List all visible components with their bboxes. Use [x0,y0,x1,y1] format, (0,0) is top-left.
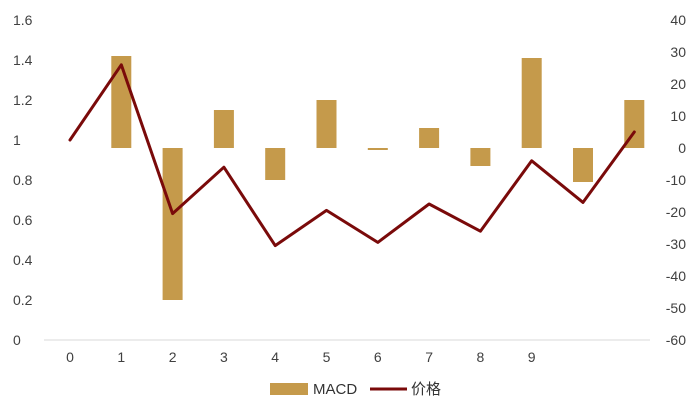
macd-bar [111,56,132,148]
macd-bar [624,100,645,148]
price-line-layer [68,63,636,248]
left-axis-tick-label: 0 [13,332,21,348]
right-axis-tick-label: -40 [666,268,686,284]
left-axis-tick-label: 0.4 [13,252,33,268]
right-axis-tick-label: 10 [670,108,686,124]
macd-bar [162,148,183,300]
macd-bar [367,148,388,150]
macd-bar [213,110,234,148]
right-axis-tick-label: -20 [666,204,686,220]
right-axis-tick-label: -30 [666,236,686,252]
legend-label-price: 价格 [411,381,441,398]
right-axis-tick-label: 0 [678,140,686,156]
macd-bars [111,56,645,300]
right-axis-tick-label: -60 [666,332,686,348]
x-axis-tick-label: 7 [425,349,433,365]
right-axis-tick-label: -50 [666,300,686,316]
macd-bar [316,100,337,148]
macd-bar [573,148,593,182]
left-axis-tick-label: 1 [13,132,21,148]
left-axis-tick-label: 0.2 [13,292,33,308]
left-axis-tick-label: 1.6 [13,12,33,28]
x-axis-tick-label: 2 [169,349,177,365]
x-axis-tick-label: 9 [528,349,536,365]
left-axis-tick-label: 0.6 [13,212,33,228]
x-axis-tick-label: 4 [271,349,279,365]
x-axis-tick-label: 1 [117,349,125,365]
macd-bar [419,128,440,148]
legend-label-macd: MACD [313,381,357,398]
right-axis-tick-label: 30 [670,44,686,60]
legend: MACD 价格 [270,381,441,398]
x-axis-tick-label: 3 [220,349,228,365]
right-axis-tick-label: 20 [670,76,686,92]
right-axis-tick-label: 40 [670,12,686,28]
x-axis-tick-label: 5 [323,349,331,365]
right-axis-ticks: -60 -50 -40 -30 -20 -10 0 10 20 30 40 [666,12,686,348]
left-axis-ticks: 0 0.2 0.4 0.6 0.8 1 1.2 1.4 1.6 [13,12,33,348]
left-axis-tick-label: 1.4 [13,52,33,68]
macd-bar [470,148,491,166]
macd-bar [521,58,542,148]
x-axis-tick-label: 8 [477,349,485,365]
left-axis-tick-label: 0.8 [13,172,33,188]
legend-swatch-macd [270,383,308,395]
left-axis-tick-label: 1.2 [13,92,33,108]
x-axis-ticks: 0 1 2 3 4 5 6 7 8 9 [66,349,536,365]
x-axis-tick-label: 0 [66,349,74,365]
macd-bar [265,148,286,180]
price-line [68,63,636,248]
right-axis-tick-label: -10 [666,172,686,188]
x-axis-tick-label: 6 [374,349,382,365]
